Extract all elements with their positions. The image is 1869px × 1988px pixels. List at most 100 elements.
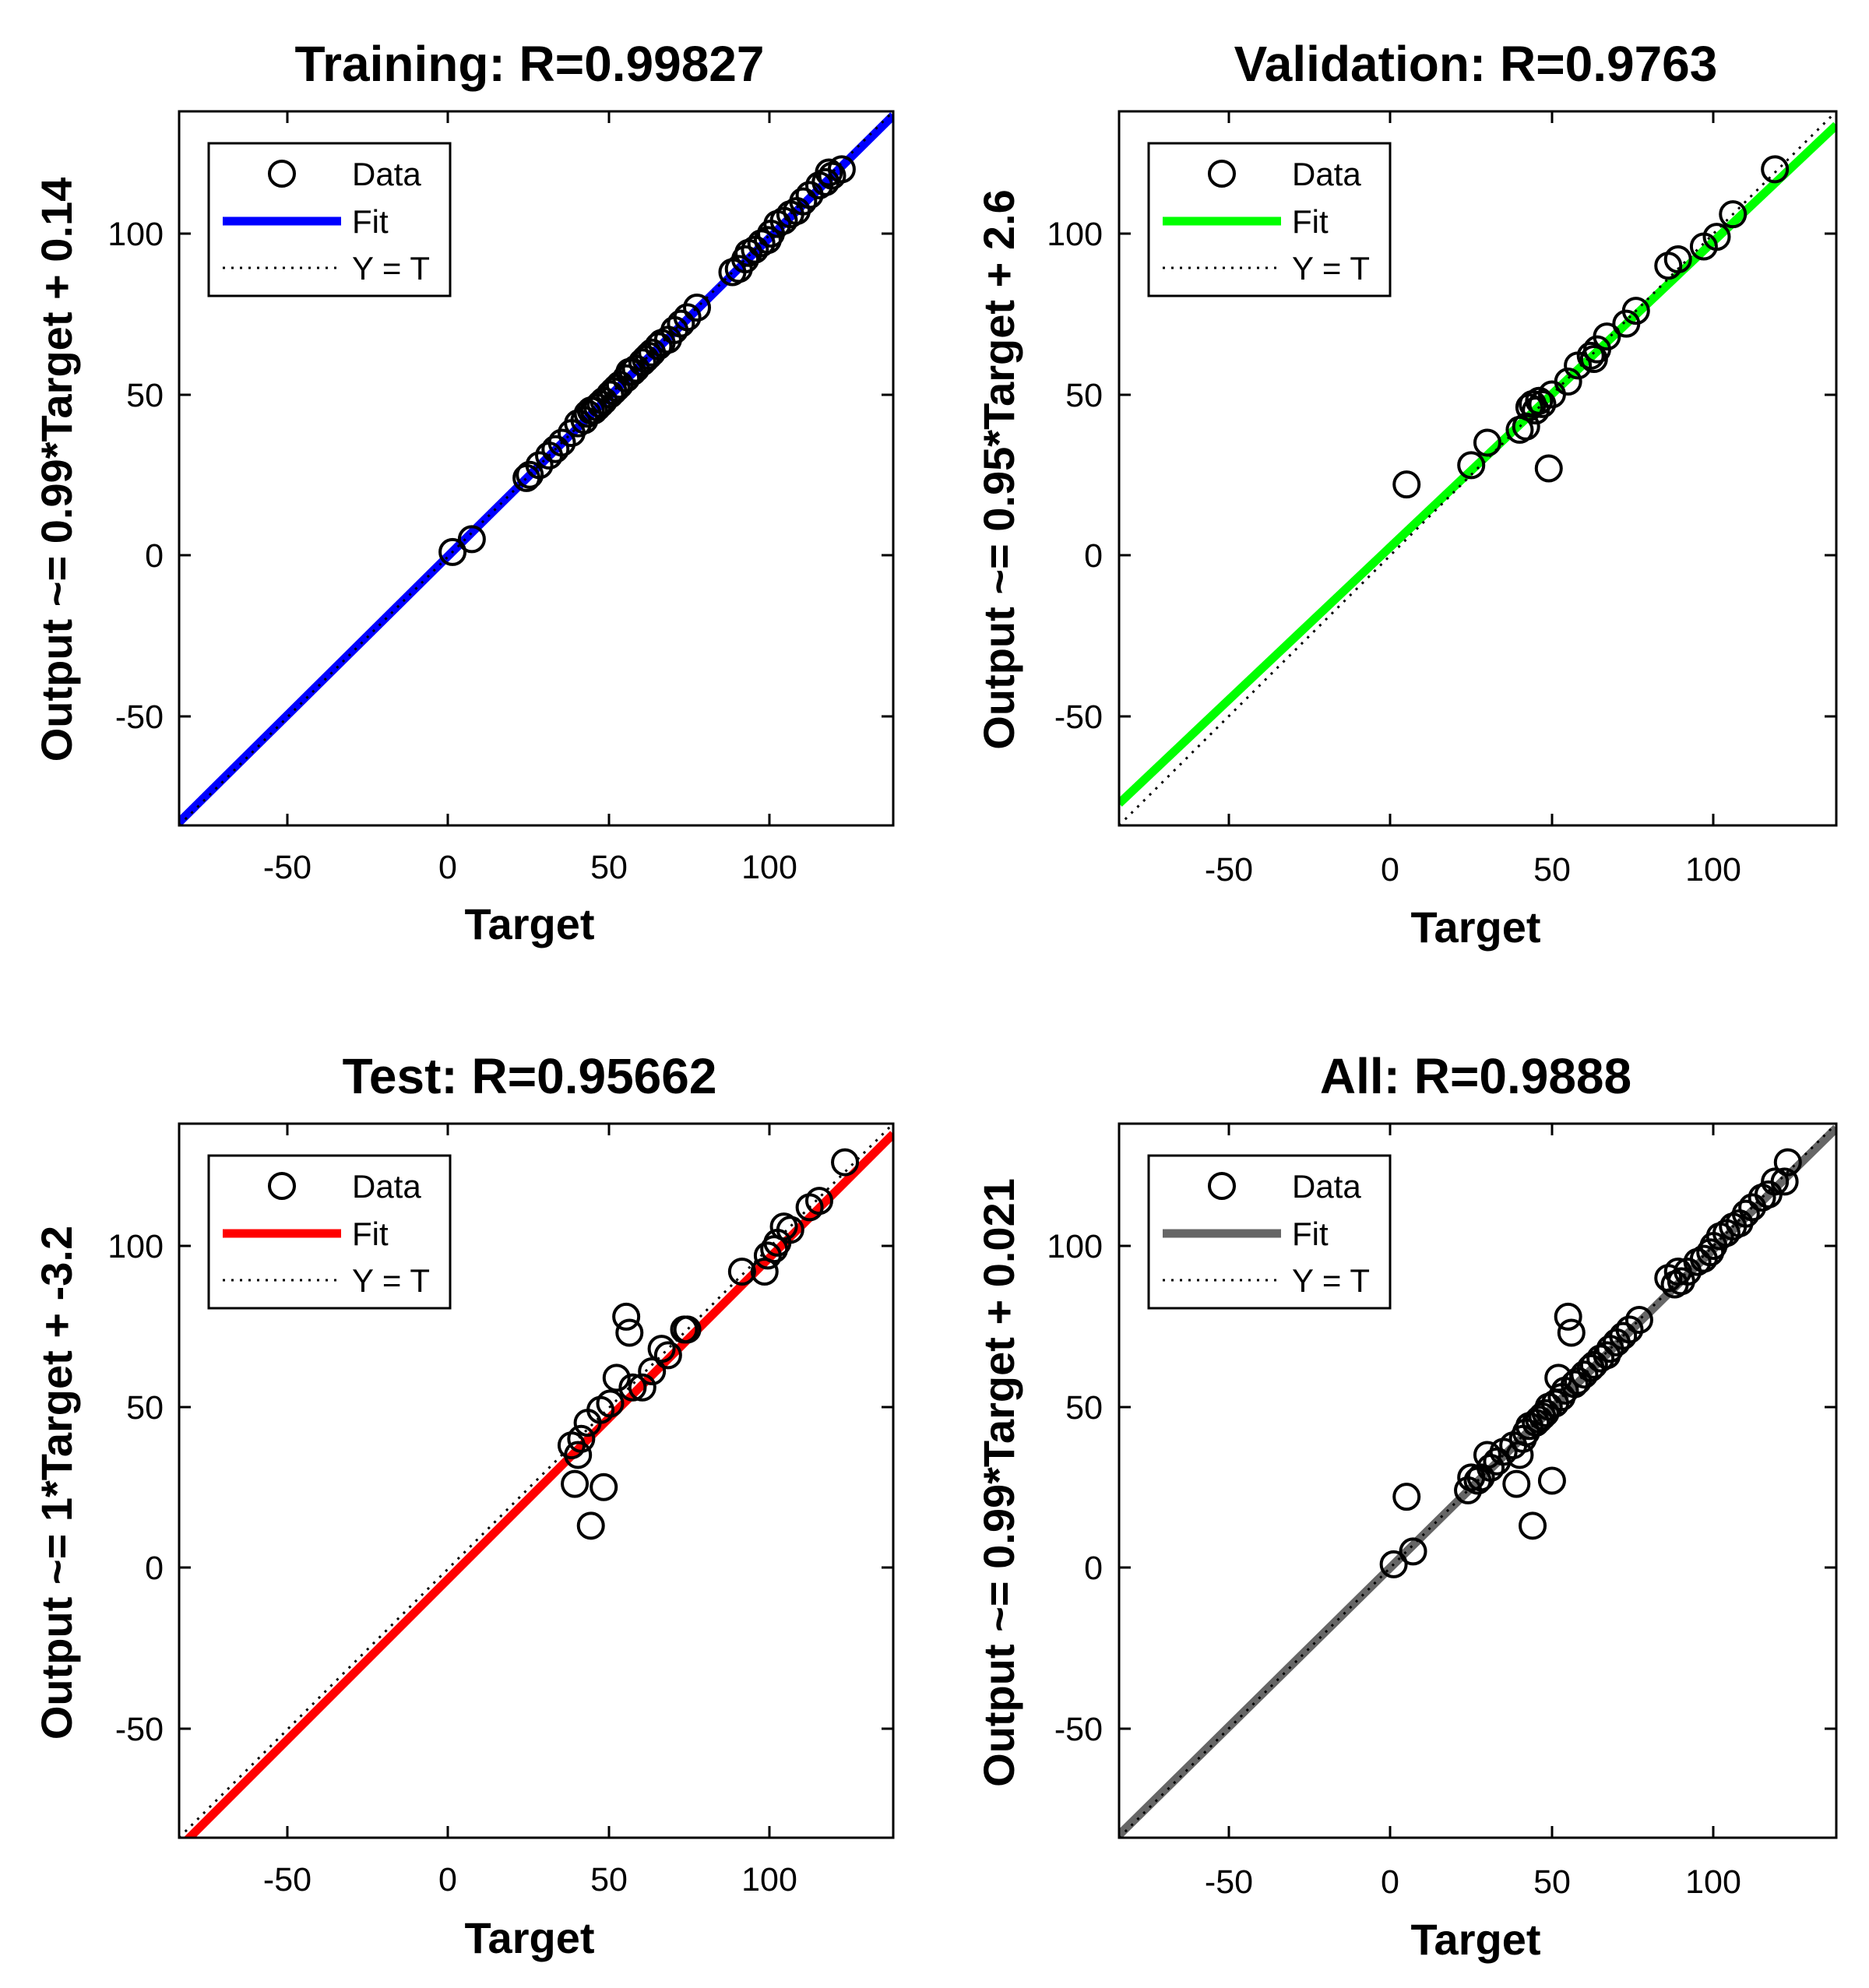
data-point: [1615, 1315, 1644, 1344]
data-point: [1554, 367, 1582, 396]
x-axis-label: Target: [465, 1913, 595, 1962]
data-point: [547, 428, 576, 457]
data-point: [1392, 1483, 1421, 1511]
legend: Data Fit Y = T: [1147, 1154, 1392, 1310]
y-tick-label: 100: [1047, 216, 1103, 253]
identity-line: [1119, 111, 1836, 825]
data-point: [1519, 1511, 1547, 1540]
y-tick-label: 50: [126, 377, 164, 414]
y-tick-label: 100: [107, 1228, 164, 1265]
y-axis-label: Output ~= 1*Target + -3.2: [32, 1226, 81, 1740]
y-tick-label: 0: [145, 1550, 164, 1587]
y-tick-label: 100: [1047, 1228, 1103, 1265]
x-tick-label: 100: [1685, 851, 1741, 888]
data-point: [1392, 470, 1421, 499]
y-tick-label: -50: [115, 1711, 164, 1748]
data-point: [647, 1335, 676, 1363]
fit-line: [1119, 121, 1836, 807]
y-tick-label: -50: [1054, 1711, 1103, 1748]
data-point: [1570, 1360, 1599, 1389]
x-tick-label: 0: [438, 1861, 457, 1898]
data-point: [438, 537, 467, 566]
data-point: [618, 1373, 647, 1402]
legend-identity-label: Y = T: [1292, 250, 1370, 287]
data-point: [653, 1341, 682, 1370]
axes-box: [1118, 1122, 1838, 1839]
data-point: [1502, 1469, 1531, 1498]
data-point: [564, 1441, 593, 1469]
data-point: [683, 293, 712, 322]
x-tick-label: 50: [590, 1861, 628, 1898]
legend-data-marker: [1208, 1172, 1236, 1200]
data-point: [1663, 245, 1692, 274]
data-point: [615, 1318, 644, 1347]
x-tick-label: -50: [263, 1861, 312, 1898]
data-point: [1719, 200, 1748, 229]
legend-identity-label: Y = T: [1292, 1262, 1370, 1299]
data-point: [1609, 1321, 1638, 1350]
data-point: [567, 1424, 596, 1453]
data-point: [1554, 1302, 1582, 1331]
data-points: [1379, 1148, 1802, 1578]
data-point: [673, 1315, 702, 1344]
legend-identity-label: Y = T: [352, 250, 430, 287]
data-point: [1773, 1148, 1802, 1177]
legend-data-marker: [268, 160, 296, 188]
x-tick-label: 100: [741, 849, 797, 886]
data-point: [667, 309, 695, 338]
data-point: [1761, 155, 1790, 184]
data-points: [557, 1148, 860, 1540]
data-point: [1761, 1167, 1790, 1196]
data-point: [831, 1148, 860, 1177]
axis-ticks: [1119, 111, 1836, 825]
data-points: [1392, 155, 1790, 499]
data-point: [516, 460, 544, 489]
legend-data-label: Data: [1292, 156, 1361, 192]
identity-line: [179, 1124, 893, 1838]
data-point: [827, 155, 856, 184]
panel-training: Training: R=0.99827 Target Output ~= 0.9…: [32, 36, 895, 948]
data-point: [561, 1469, 590, 1498]
data-point: [576, 1511, 605, 1540]
x-tick-label: -50: [263, 849, 312, 886]
y-tick-label: 100: [107, 216, 164, 253]
legend-data-marker: [268, 1172, 296, 1200]
y-axis-label: Output ~= 0.99*Target + 0.14: [32, 178, 81, 762]
axis-ticks: [1119, 1124, 1836, 1838]
data-point: [804, 1187, 833, 1216]
chart-title: Test: R=0.95662: [343, 1048, 717, 1104]
axis-ticks: [179, 1124, 893, 1838]
legend-data-label: Data: [352, 156, 421, 192]
legend-fit-label: Fit: [1292, 203, 1329, 240]
y-tick-label: 0: [1084, 1550, 1103, 1587]
data-point: [1593, 322, 1621, 351]
legend-identity-label: Y = T: [352, 1262, 430, 1299]
y-axis-label: Output ~= 0.99*Target + 0.021: [974, 1178, 1023, 1787]
data-point: [789, 187, 818, 216]
x-tick-label: 100: [1685, 1863, 1741, 1901]
legend-fit-label: Fit: [1292, 1216, 1329, 1252]
legend-data-label: Data: [352, 1168, 421, 1205]
x-tick-label: 0: [1381, 851, 1399, 888]
y-axis-label: Output ~= 0.95*Target + 2.6: [974, 189, 1023, 749]
data-point: [602, 1363, 631, 1392]
axis-ticks: [179, 111, 893, 825]
y-tick-label: 50: [1065, 1389, 1103, 1427]
chart-title: All: R=0.9888: [1320, 1048, 1631, 1104]
fit-line: [183, 1131, 893, 1838]
data-point: [457, 525, 486, 554]
data-point: [1537, 1466, 1566, 1495]
data-point: [1576, 341, 1605, 370]
data-points: [438, 155, 856, 566]
x-tick-label: 0: [438, 849, 457, 886]
chart-title: Training: R=0.99827: [295, 36, 765, 92]
legend: Data Fit Y = T: [207, 142, 452, 297]
data-point: [673, 303, 702, 332]
data-point: [776, 1216, 804, 1244]
data-point: [596, 380, 625, 409]
legend-fit-label: Fit: [352, 203, 389, 240]
data-point: [1621, 297, 1650, 325]
x-tick-label: -50: [1205, 851, 1253, 888]
data-point: [596, 1389, 625, 1418]
